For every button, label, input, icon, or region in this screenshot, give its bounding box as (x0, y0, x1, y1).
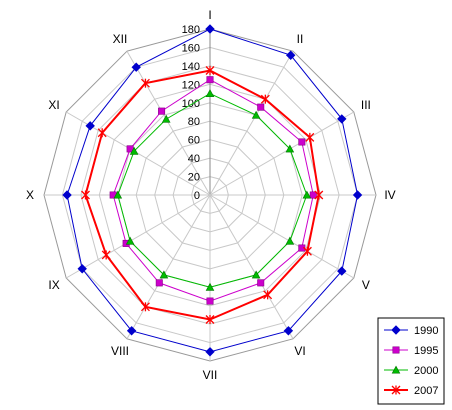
data-point-2000 (205, 282, 215, 291)
tick-label: 0 (194, 190, 200, 202)
data-point-1990 (126, 326, 137, 336)
axis-spoke-II (209, 50, 294, 196)
data-point-1990 (283, 326, 294, 336)
data-point-1990 (205, 347, 215, 357)
category-label: VII (203, 368, 218, 382)
axis-spoke-V (209, 194, 355, 279)
data-point-1990 (337, 266, 347, 276)
series-2007 (81, 66, 324, 324)
legend: 1990 1995 2000 2007 (377, 317, 445, 405)
data-point-2007 (260, 94, 270, 104)
series-1995 (109, 76, 317, 305)
data-point-2000 (161, 114, 171, 123)
data-point-1995 (309, 191, 317, 199)
data-point-1995 (206, 297, 214, 305)
legend-label: 2000 (414, 365, 438, 377)
category-label: VI (294, 344, 305, 358)
data-point-1990 (85, 121, 95, 131)
data-point-2007 (305, 132, 315, 142)
data-point-2000 (129, 146, 139, 155)
data-point-2007 (140, 78, 150, 88)
legend-item-2000: 2000 (384, 365, 438, 377)
category-label: III (361, 98, 371, 112)
category-label: II (297, 32, 304, 46)
tick-label: 120 (182, 79, 200, 91)
data-point-1995 (206, 76, 214, 84)
data-point-1995 (298, 138, 306, 146)
legend-item-1995: 1995 (384, 345, 438, 357)
category-label: IV (384, 188, 395, 202)
data-point-2000 (205, 89, 215, 98)
category-label: XI (48, 98, 59, 112)
data-point-2000 (125, 236, 135, 245)
tick-label: 140 (182, 61, 200, 73)
data-point-1995 (158, 107, 166, 115)
axis-spoke-XII (126, 50, 211, 196)
data-point-1995 (155, 279, 163, 287)
legend-marker (391, 365, 401, 374)
series-1990 (62, 24, 363, 357)
legend-item-1990: 1990 (384, 325, 438, 337)
data-point-1990 (205, 24, 215, 34)
legend-marker (391, 385, 401, 395)
legend-marker (391, 325, 401, 335)
legend-item-2007: 2007 (384, 385, 438, 397)
axis-spoke-III (209, 111, 355, 196)
radar-tick-labels: 0 20 40 60 80 100 120 140 160 180 (182, 24, 200, 202)
data-point-2007 (302, 246, 312, 256)
data-point-2007 (314, 190, 324, 200)
data-point-1990 (131, 62, 141, 72)
tick-label: 20 (188, 172, 200, 184)
data-point-2000 (113, 190, 123, 199)
radar-series (62, 24, 363, 357)
data-point-1990 (337, 114, 347, 124)
radar-axes (44, 29, 376, 361)
legend-marker (392, 346, 400, 354)
data-point-2007 (140, 302, 150, 312)
data-point-2007 (205, 315, 215, 324)
series-2000 (113, 89, 312, 291)
data-point-2000 (159, 270, 169, 279)
data-point-1990 (352, 190, 363, 200)
data-point-2007 (97, 128, 107, 138)
data-point-2007 (81, 190, 90, 200)
data-point-2000 (302, 190, 312, 199)
legend-label: 1995 (414, 345, 438, 357)
tick-label: 160 (182, 42, 200, 54)
data-point-1995 (257, 103, 265, 111)
data-point-2007 (101, 250, 111, 260)
data-point-1990 (77, 264, 87, 274)
data-point-1995 (257, 279, 265, 287)
category-label: V (362, 278, 370, 292)
data-point-2000 (285, 236, 295, 245)
category-label: VIII (111, 344, 129, 358)
tick-label: 60 (188, 135, 200, 147)
legend-label: 2007 (414, 385, 438, 397)
tick-label: 40 (188, 153, 200, 165)
tick-label: 100 (182, 98, 200, 110)
category-label: IX (48, 278, 59, 292)
data-point-1990 (62, 190, 72, 200)
data-point-2007 (263, 290, 273, 300)
tick-label: 80 (188, 116, 200, 128)
data-point-2000 (251, 110, 261, 119)
axis-spoke-IX (65, 194, 211, 279)
data-point-1990 (285, 50, 296, 60)
legend-label: 1990 (414, 325, 438, 337)
category-label: I (208, 8, 211, 22)
data-point-2000 (285, 144, 295, 153)
data-point-2007 (205, 66, 215, 75)
category-label: X (26, 188, 34, 202)
axis-spoke-VIII (126, 194, 211, 340)
category-label: XII (113, 32, 128, 46)
data-point-2000 (251, 270, 261, 279)
tick-label: 180 (182, 24, 200, 36)
axis-spoke-VI (209, 194, 294, 340)
